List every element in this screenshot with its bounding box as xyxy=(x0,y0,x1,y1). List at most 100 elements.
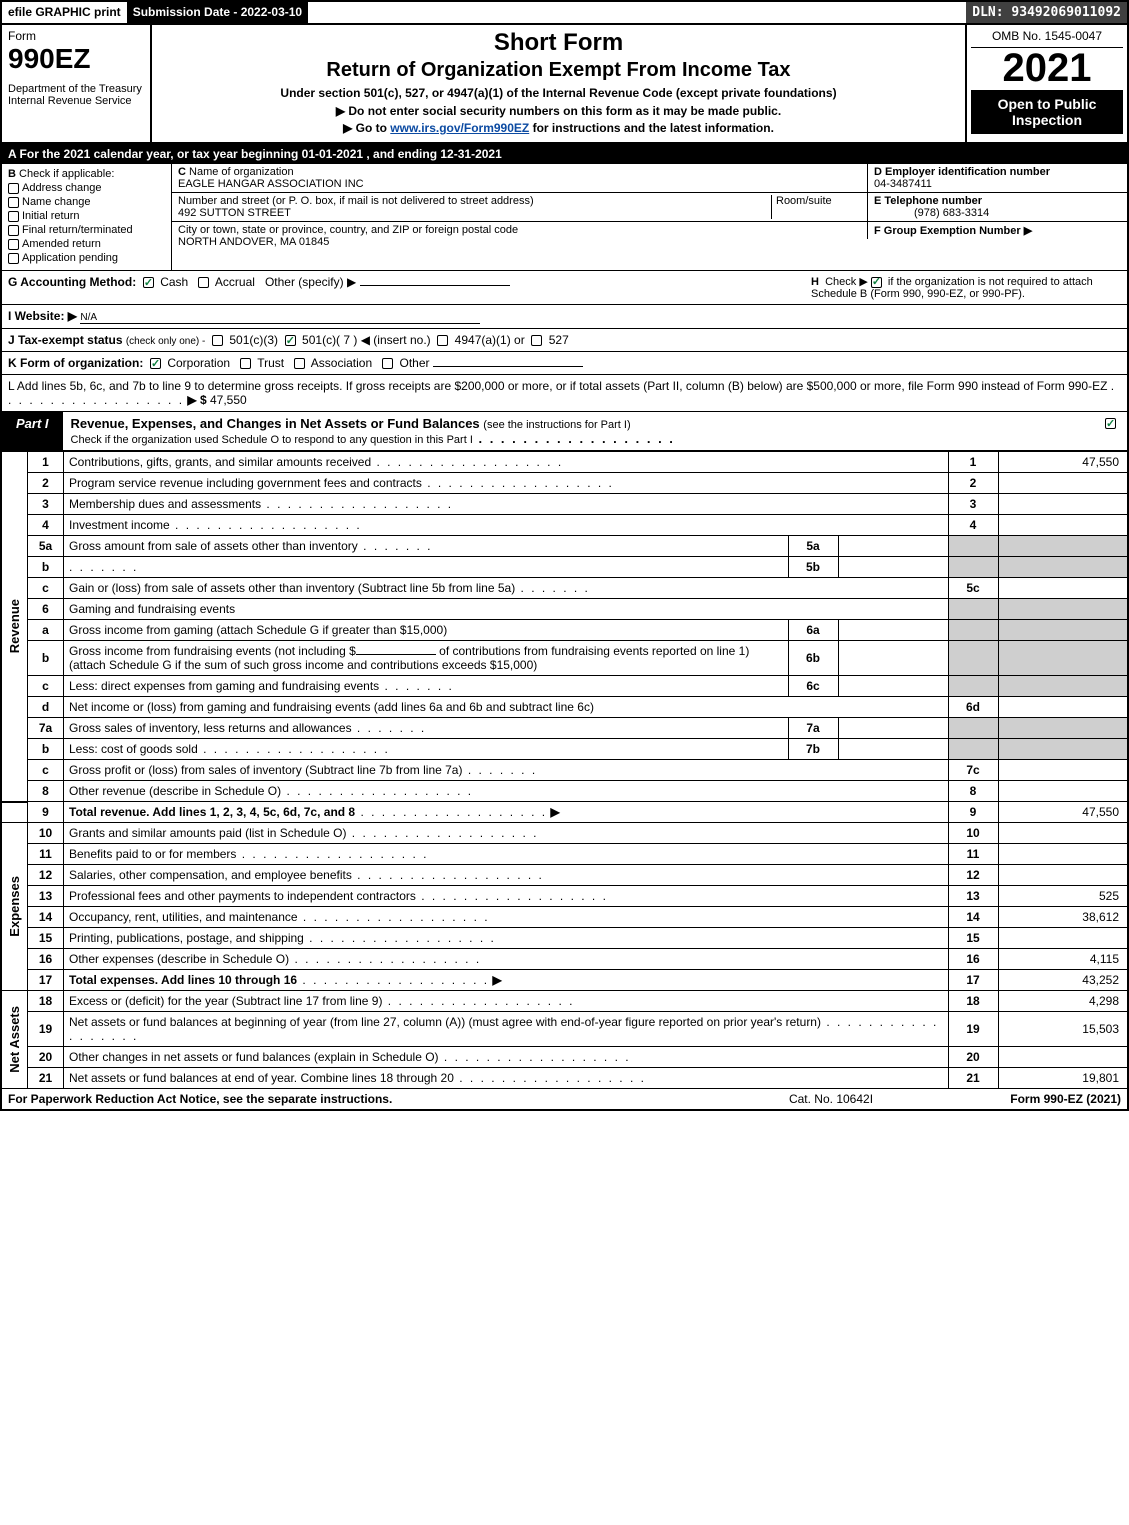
opt-association: Association xyxy=(311,356,372,370)
ln-right-num: 21 xyxy=(948,1068,998,1089)
chk-accrual[interactable] xyxy=(198,277,209,288)
part1-title-text: Revenue, Expenses, and Changes in Net As… xyxy=(71,416,480,431)
ln-desc: Total revenue. Add lines 1, 2, 3, 4, 5c,… xyxy=(69,805,355,819)
chk-association[interactable] xyxy=(294,358,305,369)
shade-cell xyxy=(948,536,998,557)
ln-right-num: 17 xyxy=(948,970,998,991)
e-label: E Telephone number xyxy=(874,195,982,207)
under-section: Under section 501(c), 527, or 4947(a)(1)… xyxy=(160,86,957,100)
ln-num: 20 xyxy=(28,1047,64,1068)
line-7a: 7a Gross sales of inventory, less return… xyxy=(1,718,1128,739)
line-18: Net Assets 18 Excess or (deficit) for th… xyxy=(1,991,1128,1012)
ln-value: 19,801 xyxy=(998,1068,1128,1089)
l-text: L Add lines 5b, 6c, and 7b to line 9 to … xyxy=(8,379,1107,393)
chk-501c3[interactable] xyxy=(212,335,223,346)
ln-right-num: 10 xyxy=(948,823,998,844)
c-text: Name of organization xyxy=(189,166,294,178)
col-b-checkboxes: B Check if applicable: Address change Na… xyxy=(2,164,172,270)
ln-desc: Contributions, gifts, grants, and simila… xyxy=(69,455,371,469)
shade-cell xyxy=(998,557,1128,578)
ln-right-num: 7c xyxy=(948,760,998,781)
chk-trust[interactable] xyxy=(240,358,251,369)
chk-cash[interactable] xyxy=(143,277,154,288)
ln-desc: Gaming and fundraising events xyxy=(69,602,235,616)
chk-4947[interactable] xyxy=(437,335,448,346)
chk-name-change[interactable] xyxy=(8,197,19,208)
ln-value xyxy=(998,844,1128,865)
line-6: 6 Gaming and fundraising events xyxy=(1,599,1128,620)
chk-address-change-label: Address change xyxy=(22,182,102,194)
part1-tab: Part I xyxy=(2,412,63,450)
chk-address-change[interactable] xyxy=(8,183,19,194)
f-label: F Group Exemption Number ▶ xyxy=(874,225,1032,237)
dots-icon xyxy=(69,560,138,574)
line-16: 16 Other expenses (describe in Schedule … xyxy=(1,949,1128,970)
shade-cell xyxy=(998,676,1128,697)
row-j-tax-exempt: J Tax-exempt status (check only one) - 5… xyxy=(0,329,1129,352)
line-4: 4 Investment income 4 xyxy=(1,515,1128,536)
chk-other-org[interactable] xyxy=(382,358,393,369)
h-text-pre: Check ▶ xyxy=(825,276,871,288)
ln-value xyxy=(998,494,1128,515)
ln-value xyxy=(998,823,1128,844)
chk-initial-return[interactable] xyxy=(8,211,19,222)
ln-value xyxy=(998,928,1128,949)
c-label: C xyxy=(178,166,186,178)
shade-cell xyxy=(998,599,1128,620)
ln-desc: Other changes in net assets or fund bala… xyxy=(69,1050,439,1064)
ln-desc-1: Gross income from fundraising events (no… xyxy=(69,644,356,658)
shade-cell xyxy=(948,620,998,641)
ln-desc: Other revenue (describe in Schedule O) xyxy=(69,784,281,798)
header-left: Form 990EZ Department of the Treasury In… xyxy=(2,25,152,142)
ln-num: c xyxy=(28,760,64,781)
ln-right-num: 16 xyxy=(948,949,998,970)
ln-desc: Occupancy, rent, utilities, and maintena… xyxy=(69,910,298,924)
irs-link[interactable]: www.irs.gov/Form990EZ xyxy=(390,121,529,135)
chk-527[interactable] xyxy=(531,335,542,346)
ln-num: 1 xyxy=(28,452,64,473)
part1-title-note: (see the instructions for Part I) xyxy=(483,419,630,431)
other-org-line[interactable] xyxy=(433,366,583,367)
ln-desc: Grants and similar amounts paid (list in… xyxy=(69,826,346,840)
form-number: 990EZ xyxy=(8,43,144,75)
line-1: Revenue 1 Contributions, gifts, grants, … xyxy=(1,452,1128,473)
ln-num: 16 xyxy=(28,949,64,970)
contrib-amount-line[interactable] xyxy=(356,654,436,655)
other-specify-line[interactable] xyxy=(360,285,510,286)
ln-right-num: 12 xyxy=(948,865,998,886)
lines-table: Revenue 1 Contributions, gifts, grants, … xyxy=(0,451,1129,1088)
line-13: 13 Professional fees and other payments … xyxy=(1,886,1128,907)
expenses-label: Expenses xyxy=(7,876,22,937)
shade-cell xyxy=(998,620,1128,641)
ln-desc: Total expenses. Add lines 10 through 16 xyxy=(69,973,297,987)
street-label: Number and street (or P. O. box, if mail… xyxy=(178,195,534,207)
header-center: Short Form Return of Organization Exempt… xyxy=(152,25,967,142)
dots-icon xyxy=(298,910,490,924)
row-k-form-of-org: K Form of organization: Corporation Trus… xyxy=(0,352,1129,375)
ln-value xyxy=(998,515,1128,536)
ln-desc: Gross sales of inventory, less returns a… xyxy=(69,721,352,735)
chk-h-schedule-b[interactable] xyxy=(871,277,882,288)
ln-num: b xyxy=(28,557,64,578)
shade-cell xyxy=(948,599,998,620)
chk-final-return[interactable] xyxy=(8,225,19,236)
chk-application-pending[interactable] xyxy=(8,253,19,264)
ln-value: 4,115 xyxy=(998,949,1128,970)
dots-icon xyxy=(515,581,590,595)
chk-corporation[interactable] xyxy=(150,358,161,369)
chk-part1-schedule-o[interactable] xyxy=(1105,418,1116,429)
chk-amended-return[interactable] xyxy=(8,239,19,250)
ln-desc: Salaries, other compensation, and employ… xyxy=(69,868,352,882)
other-label: Other (specify) ▶ xyxy=(265,275,356,289)
ln-num: 21 xyxy=(28,1068,64,1089)
ein-value: 04-3487411 xyxy=(874,178,932,190)
chk-501c[interactable] xyxy=(285,335,296,346)
ln-desc: Net assets or fund balances at beginning… xyxy=(69,1015,821,1029)
ln-desc: Gain or (loss) from sale of assets other… xyxy=(69,581,515,595)
phone-value: (978) 683-3314 xyxy=(874,207,989,219)
part1-header: Part I Revenue, Expenses, and Changes in… xyxy=(0,412,1129,451)
line-21: 21 Net assets or fund balances at end of… xyxy=(1,1068,1128,1089)
footer-form-post: (2021) xyxy=(1083,1092,1121,1106)
line-2: 2 Program service revenue including gove… xyxy=(1,473,1128,494)
ln-desc: Gross amount from sale of assets other t… xyxy=(69,539,358,553)
